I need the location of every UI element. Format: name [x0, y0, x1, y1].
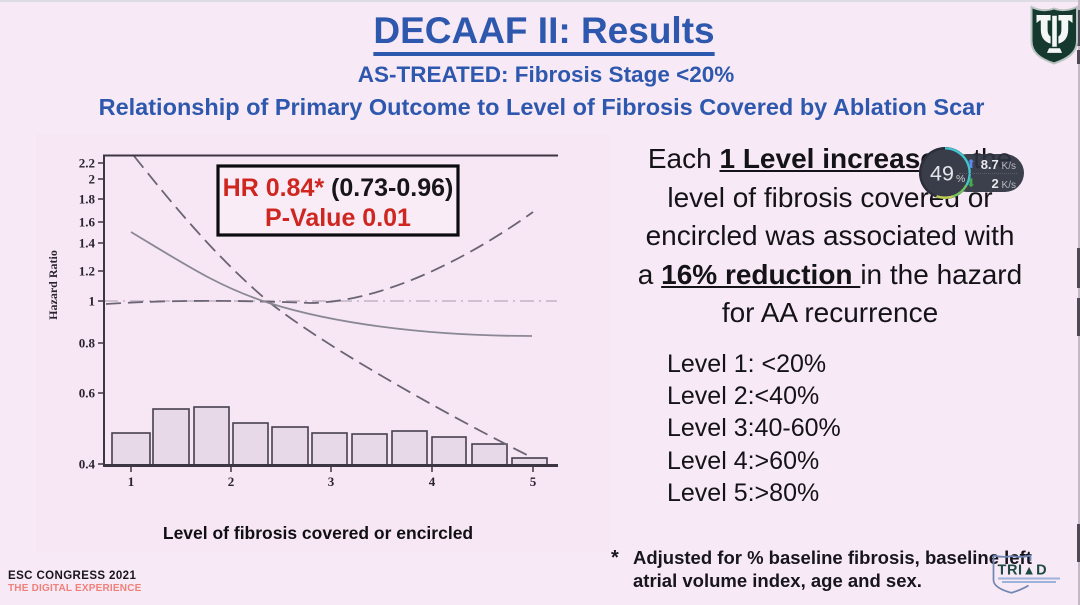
- svg-text:49: 49: [930, 162, 954, 186]
- svg-text:0.8: 0.8: [79, 336, 96, 351]
- svg-text:1: 1: [128, 474, 135, 489]
- svg-text:2.2: 2.2: [79, 156, 95, 171]
- svg-text:%: %: [956, 173, 965, 185]
- svg-text:1.6: 1.6: [79, 215, 96, 230]
- svg-text:TRI▲D: TRI▲D: [998, 563, 1048, 579]
- svg-text:0.4: 0.4: [79, 457, 96, 472]
- svg-text:Hazard Ratio: Hazard Ratio: [46, 250, 60, 320]
- svg-text:HR 0.84* (0.73-0.96): HR 0.84* (0.73-0.96): [223, 174, 454, 202]
- svg-text:2: 2: [89, 172, 96, 187]
- svg-text:0.6: 0.6: [79, 386, 96, 401]
- svg-text:2: 2: [228, 474, 235, 489]
- svg-text:3: 3: [328, 474, 335, 489]
- svg-text:1.2: 1.2: [79, 264, 95, 279]
- svg-text:4: 4: [429, 474, 436, 489]
- svg-text:1: 1: [89, 294, 96, 309]
- svg-text:1.8: 1.8: [79, 192, 96, 207]
- svg-text:5: 5: [530, 474, 537, 489]
- svg-text:1.4: 1.4: [79, 236, 96, 251]
- svg-text:P-Value 0.01: P-Value 0.01: [265, 204, 411, 232]
